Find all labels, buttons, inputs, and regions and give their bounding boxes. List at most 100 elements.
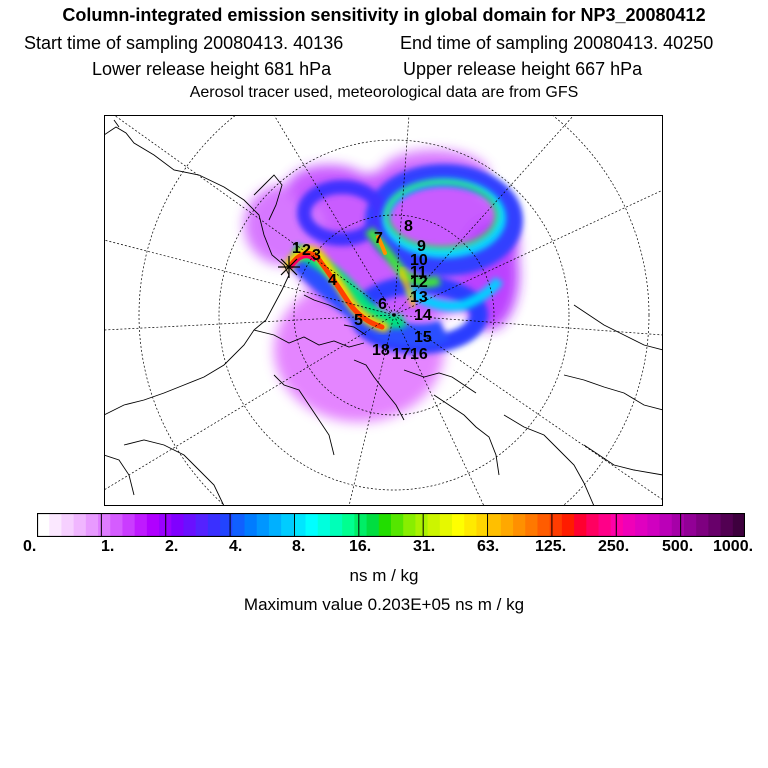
lower-release-label: Lower release height 681 hPa <box>92 59 332 79</box>
marker-7: 7 <box>374 230 383 247</box>
colorbar-cell <box>427 513 441 537</box>
colorbar-cell <box>537 513 551 537</box>
marker-10: 10 <box>410 252 428 269</box>
colorbar-tick-label: 1. <box>101 538 115 555</box>
colorbar-cell <box>354 513 368 537</box>
colorbar-cell <box>598 513 612 537</box>
colorbar-cell <box>122 513 136 537</box>
colorbar-cell <box>561 513 575 537</box>
colorbar-cell <box>452 513 465 537</box>
colorbar-cell <box>110 513 124 537</box>
end-time-label: End time of sampling 20080413. 40250 <box>400 33 714 53</box>
tracer-info-label: Aerosol tracer used, meteorological data… <box>189 84 579 101</box>
colorbar-cell <box>586 513 600 537</box>
colorbar-cell <box>549 513 563 537</box>
graticule <box>104 115 663 506</box>
colorbar-cell <box>488 513 502 537</box>
colorbar-cell <box>232 513 246 537</box>
marker-9: 9 <box>417 238 426 255</box>
colorbar-cell <box>659 513 673 537</box>
colorbar-cell <box>525 513 539 537</box>
colorbar-cell <box>183 513 197 537</box>
colorbar-cell <box>317 513 331 537</box>
marker-4: 4 <box>328 272 337 289</box>
colorbar-cell <box>220 513 233 537</box>
plot-title: Column-integrated emission sensitivity i… <box>62 5 706 25</box>
colorbar-cell <box>635 513 648 537</box>
colorbar-cell <box>366 513 380 537</box>
colorbar-tick-label: 500. <box>662 538 694 555</box>
colorbar-cell <box>244 513 258 537</box>
colorbar-cell <box>329 513 343 537</box>
marker-2: 2 <box>302 242 311 259</box>
cross-icon <box>278 256 300 278</box>
colorbar-cell <box>500 513 514 537</box>
map-frame <box>104 115 663 506</box>
colorbar-cell <box>671 513 685 537</box>
marker-17: 17 <box>392 346 410 363</box>
colorbar-tick-label: 250. <box>598 538 630 555</box>
colorbar-cell <box>391 513 404 537</box>
colorbar-cell <box>683 513 697 537</box>
colorbar-cell <box>342 513 355 537</box>
marker-16: 16 <box>410 346 428 363</box>
marker-1: 1 <box>292 240 301 257</box>
colorbar-cell <box>732 513 745 537</box>
marker-15: 15 <box>414 329 432 346</box>
colorbar-cell <box>476 513 490 537</box>
colorbar-cell <box>134 513 148 537</box>
colorbar-cell <box>610 513 624 537</box>
colorbar-tick-label: 31. <box>413 538 436 555</box>
colorbar-cell <box>415 513 429 537</box>
marker-13: 13 <box>410 289 428 306</box>
colorbar-cell <box>256 513 270 537</box>
colorbar-cell <box>464 513 478 537</box>
colorbar-cell <box>647 513 661 537</box>
colorbar-tick-label: 16. <box>349 538 372 555</box>
colorbar-cell <box>574 513 587 537</box>
colorbar-tick-label: 4. <box>229 538 243 555</box>
marker-18: 18 <box>372 342 390 359</box>
colorbar-tick-label: 125. <box>535 538 567 555</box>
colorbar-tick-label: 2. <box>165 538 179 555</box>
upper-release-label: Upper release height 667 hPa <box>403 59 643 79</box>
colorbar <box>37 513 745 537</box>
colorbar-cell <box>146 513 160 537</box>
marker-6: 6 <box>378 296 387 313</box>
colorbar-cell <box>281 513 294 537</box>
colorbar-cell <box>293 513 307 537</box>
colorbar-tick-label: 0. <box>23 538 37 555</box>
colorbar-cell <box>378 513 392 537</box>
colorbar-tick-label: 8. <box>292 538 306 555</box>
colorbar-unit-label: ns m / kg <box>349 566 419 585</box>
colorbar-cell <box>403 513 417 537</box>
marker-14: 14 <box>414 307 432 324</box>
colorbar-frame <box>37 513 745 537</box>
colorbar-tick-label: 63. <box>477 538 500 555</box>
colorbar-cell <box>61 513 75 537</box>
colorbar-cell <box>73 513 87 537</box>
colorbar-cell <box>98 513 111 537</box>
colorbar-cell <box>708 513 722 537</box>
marker-8: 8 <box>404 218 413 235</box>
marker-11: 11 <box>410 264 427 281</box>
colorbar-cell <box>37 513 50 537</box>
colorbar-cell <box>513 513 526 537</box>
marker-5: 5 <box>354 312 363 329</box>
colorbar-tick-label: 1000. <box>713 538 754 555</box>
colorbar-cell <box>696 513 709 537</box>
colorbar-cell <box>195 513 209 537</box>
marker-3: 3 <box>312 247 321 264</box>
colorbar-cell <box>49 513 63 537</box>
colorbar-cell <box>305 513 319 537</box>
colorbar-cell <box>85 513 99 537</box>
colorbar-cell <box>439 513 453 537</box>
colorbar-cell <box>720 513 734 537</box>
colorbar-cell <box>268 513 282 537</box>
colorbar-cell <box>622 513 636 537</box>
marker-12: 12 <box>410 274 428 291</box>
start-time-label: Start time of sampling 20080413. 40136 <box>24 33 344 53</box>
colorbar-cell <box>207 513 221 537</box>
colorbar-cell <box>171 513 185 537</box>
sensitivity-map: 1 2 3 4 5 6 7 8 9 10 11 12 13 14 15 16 1… <box>104 115 663 506</box>
